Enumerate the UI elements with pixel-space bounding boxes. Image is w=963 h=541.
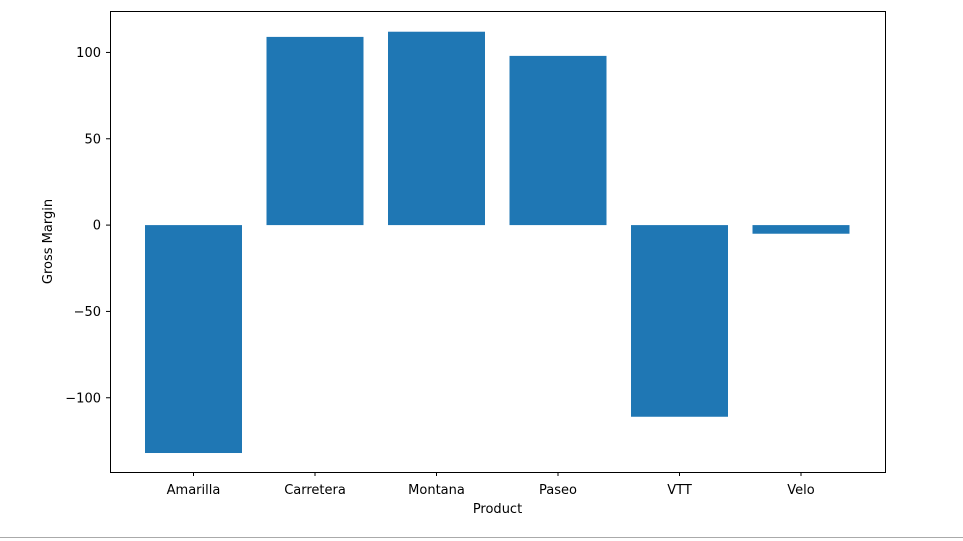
bar-montana bbox=[388, 31, 485, 226]
bar-carretera bbox=[266, 36, 364, 226]
x-tick-label: Montana bbox=[408, 483, 465, 498]
x-tick-label: Paseo bbox=[539, 483, 577, 498]
x-tick-label: VTT bbox=[667, 483, 692, 498]
bar-vtt bbox=[631, 225, 728, 417]
y-tick-label: 50 bbox=[84, 132, 101, 147]
x-tick-label: Velo bbox=[787, 483, 814, 498]
y-tick-label: 100 bbox=[76, 46, 101, 61]
ticks-layer: Amarilla Carretera Montana Paseo VTT Velo −100… bbox=[65, 46, 814, 498]
bottom-divider bbox=[0, 537, 963, 538]
bar-paseo bbox=[509, 55, 607, 226]
plot-frame bbox=[110, 11, 886, 473]
y-tick-label: 0 bbox=[93, 219, 101, 234]
x-tick-label: Amarilla bbox=[167, 483, 221, 498]
x-tick-label: Carretera bbox=[284, 483, 346, 498]
x-axis-label: Product bbox=[473, 502, 522, 517]
y-tick-label: −100 bbox=[65, 391, 101, 406]
bar-velo bbox=[752, 225, 850, 234]
y-tick-label: −50 bbox=[74, 305, 101, 320]
bars-layer bbox=[145, 31, 850, 454]
y-axis-label: Gross Margin bbox=[41, 199, 56, 284]
bar-amarilla bbox=[145, 225, 242, 454]
